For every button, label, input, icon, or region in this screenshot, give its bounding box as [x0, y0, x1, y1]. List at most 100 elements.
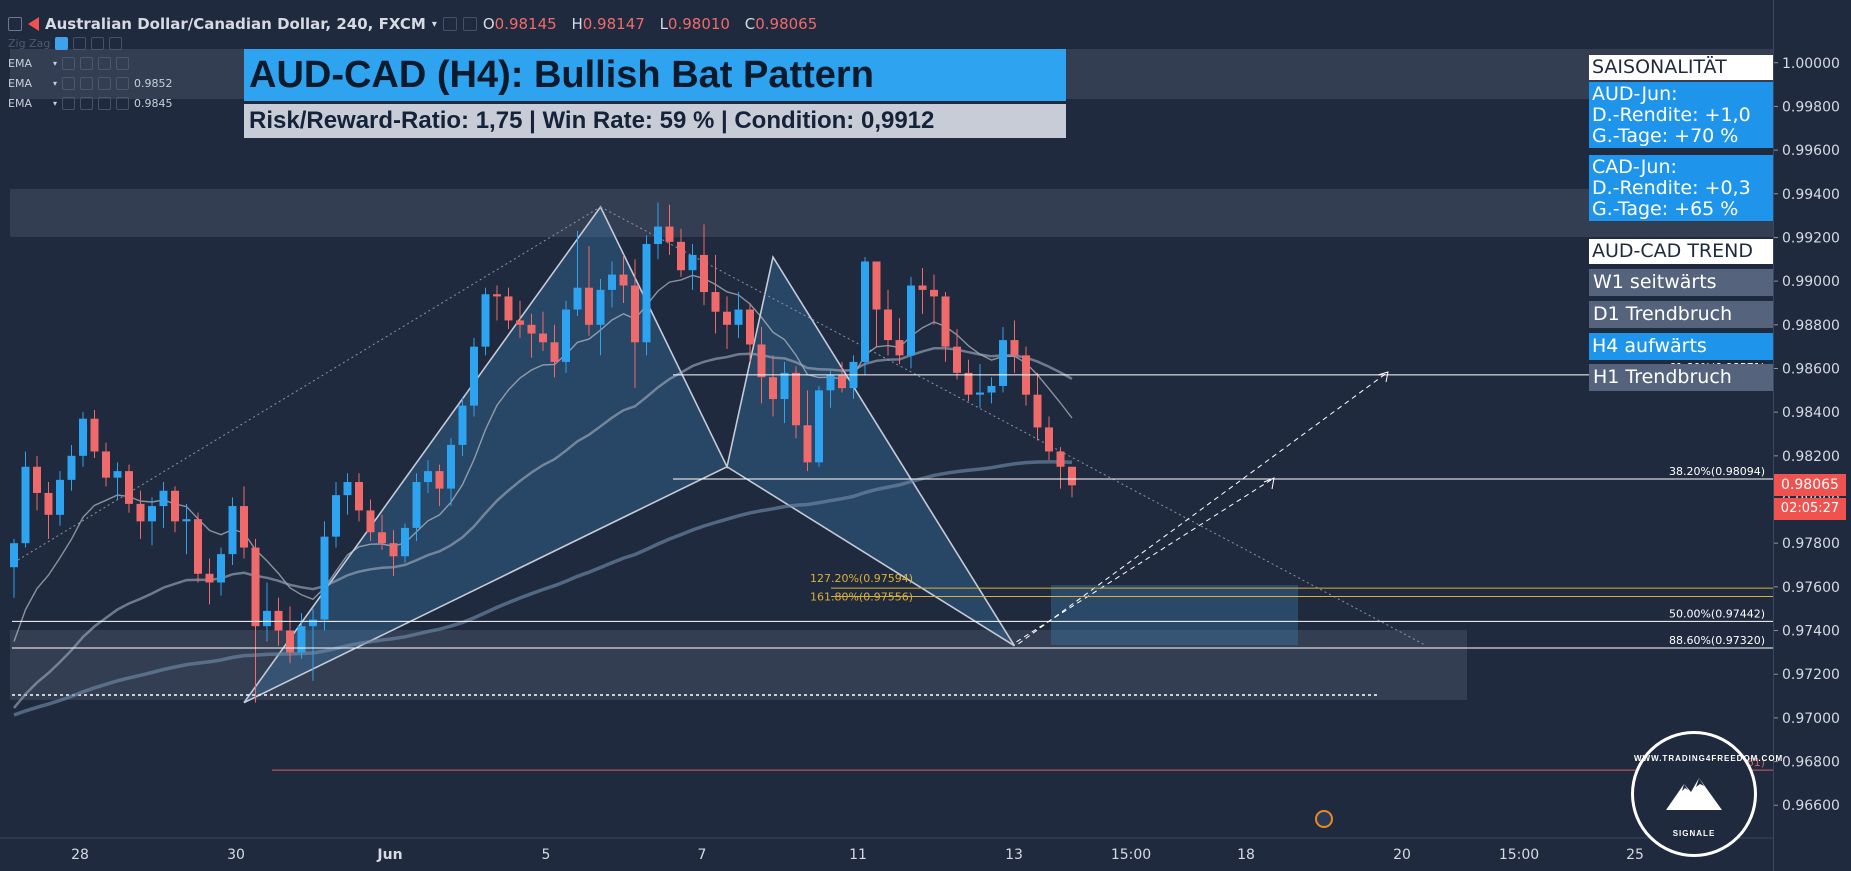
candle-body	[861, 261, 869, 362]
eye-icon[interactable]	[62, 57, 76, 70]
candle-body	[286, 630, 294, 653]
target-arrow-2	[1018, 371, 1389, 645]
y-tick-label: 0.98600	[1782, 361, 1840, 377]
x-tick-label: 25	[1626, 847, 1644, 863]
y-tick-label: 0.98200	[1782, 449, 1840, 465]
candle-body	[631, 285, 639, 343]
candle-body	[999, 340, 1007, 386]
chevron-down-icon[interactable]: ▾	[53, 79, 58, 88]
symbol-label[interactable]: Australian Dollar/Canadian Dollar, 240, …	[45, 15, 426, 33]
y-tick-label: 0.99800	[1782, 99, 1840, 115]
candle-body	[274, 610, 283, 631]
add-icon[interactable]	[91, 37, 105, 50]
y-tick-label: 0.97400	[1782, 624, 1840, 640]
y-tick-label: 0.96600	[1782, 798, 1840, 814]
candle-body	[964, 372, 973, 395]
candle-body	[987, 385, 996, 393]
candle-body	[815, 390, 823, 463]
settings-icon[interactable]	[80, 97, 94, 110]
current-price-tag: 0.98065	[1774, 474, 1846, 497]
collapse-icon[interactable]	[8, 17, 22, 31]
eye-icon[interactable]	[55, 37, 69, 50]
chevron-down-icon[interactable]: ▾	[53, 99, 58, 108]
trend-dotted-line	[600, 206, 1426, 646]
settings-icon[interactable]	[80, 77, 94, 90]
candle-body	[171, 490, 179, 522]
candle-body	[573, 287, 582, 310]
chart-subtitle: Risk/Reward-Ratio: 1,75 | Win Rate: 59 %…	[244, 104, 1066, 138]
candles-layer	[10, 202, 1076, 703]
candle-body	[320, 536, 329, 620]
price-axis[interactable]: 1.00000 0.99800 0.99600 0.99400 0.99200 0.990…	[1773, 0, 1851, 871]
candle-body	[182, 519, 191, 522]
candle-body	[700, 254, 708, 293]
candle-body	[102, 451, 110, 478]
candle-body	[619, 274, 628, 286]
candle-body	[481, 294, 490, 347]
candle-body	[90, 418, 99, 452]
ohlc-readout: O0.98145 H0.98147 L0.98010 C0.98065	[482, 15, 818, 33]
candle-body	[562, 309, 570, 362]
eye-icon[interactable]	[62, 77, 76, 90]
y-tick-label: 0.97600	[1782, 580, 1840, 596]
target-arrow-1	[1016, 477, 1275, 643]
settings-icon[interactable]	[462, 17, 477, 31]
candle-body	[56, 479, 64, 515]
candle-body	[21, 466, 30, 544]
add-icon[interactable]	[98, 77, 112, 90]
candle-body	[504, 296, 513, 321]
chevron-down-icon[interactable]: ▾	[53, 59, 58, 68]
candle-body	[343, 482, 352, 496]
candle-body	[665, 226, 674, 242]
resistance-zone-mid	[10, 189, 1773, 237]
event-marker-icon[interactable]	[1315, 810, 1333, 828]
x-tick-label: Jun	[376, 847, 402, 863]
chart-header: Australian Dollar/Canadian Dollar, 240, …	[8, 4, 827, 44]
settings-icon[interactable]	[80, 57, 94, 70]
eye-icon[interactable]	[62, 97, 76, 110]
y-tick-label: 0.97200	[1782, 667, 1840, 683]
candle-body	[1045, 427, 1053, 452]
chevron-down-icon[interactable]: ▾	[431, 18, 437, 30]
candle-body	[907, 285, 915, 356]
indicator-zigzag[interactable]: Zig Zag	[8, 37, 123, 50]
candle-body	[884, 309, 892, 341]
x-tick-label: 18	[1237, 847, 1255, 863]
candle-body	[297, 626, 306, 653]
candle-body	[113, 471, 122, 478]
candle-body	[470, 346, 478, 406]
close-icon[interactable]	[116, 57, 130, 70]
indicator-ema-1[interactable]: EMA ▾	[8, 57, 134, 70]
trading4freedom-logo: WWW.TRADING4FREEDOM.COM SIGNALE	[1631, 731, 1782, 857]
x-tick-label: 15:00	[1499, 847, 1539, 863]
candle-body	[1068, 466, 1076, 486]
candle-body	[838, 375, 846, 389]
y-tick-label: 0.99600	[1782, 143, 1840, 159]
indicator-ema-3[interactable]: EMA ▾ 0.9845	[8, 97, 173, 110]
close-icon[interactable]	[116, 77, 130, 90]
add-icon[interactable]	[98, 97, 112, 110]
eye-icon[interactable]	[442, 17, 457, 31]
trend-d1: D1 Trendbruch	[1589, 301, 1773, 328]
fib-label: 127.20%(0.97594)	[810, 572, 913, 585]
x-tick-label: 7	[698, 847, 707, 863]
y-tick-label: 1.00000	[1782, 56, 1840, 72]
candle-body	[79, 418, 87, 456]
close-icon[interactable]	[116, 97, 130, 110]
candle-body	[953, 346, 961, 373]
candle-body	[677, 241, 685, 271]
candle-body	[217, 554, 225, 583]
y-tick-label: 0.99400	[1782, 187, 1840, 203]
candle-body	[332, 495, 340, 537]
candle-body	[918, 285, 927, 290]
y-tick-label: 0.98400	[1782, 405, 1840, 421]
candle-body	[930, 289, 938, 297]
candle-body	[642, 244, 651, 343]
close-icon[interactable]	[109, 37, 123, 50]
y-tick-label: 0.98800	[1782, 318, 1840, 334]
candle-body	[240, 506, 248, 548]
indicator-ema-2[interactable]: EMA ▾ 0.9852	[8, 77, 173, 90]
add-icon[interactable]	[98, 57, 112, 70]
settings-icon[interactable]	[73, 37, 87, 50]
